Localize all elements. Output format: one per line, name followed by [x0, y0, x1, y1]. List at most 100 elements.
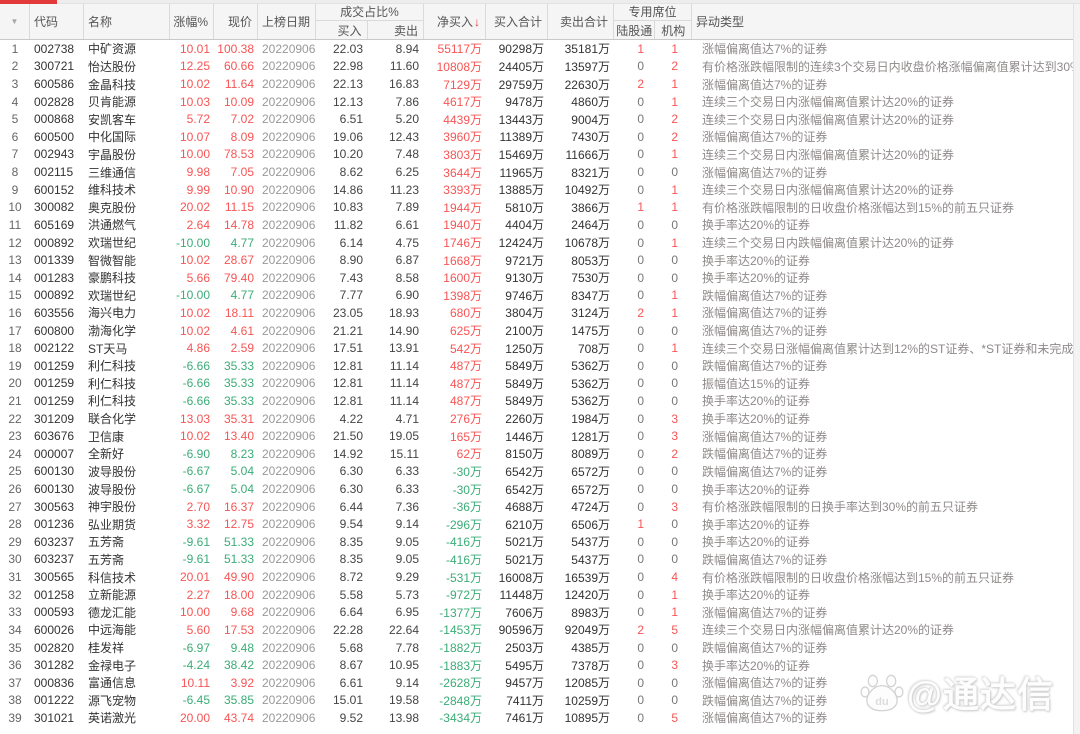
table-row[interactable]: 14 001283 豪鹏科技 5.66 79.40 20220906 7.43 …: [0, 269, 1073, 287]
list-date: 20220906: [262, 552, 316, 567]
table-row[interactable]: 33 000593 德龙汇能 10.00 9.68 20220906 6.64 …: [0, 604, 1073, 622]
table-row[interactable]: 26 600130 波导股份 -6.67 5.04 20220906 6.30 …: [0, 480, 1073, 498]
column-header-buy[interactable]: 买入: [316, 21, 368, 39]
sell-total-amount: 9004万: [571, 112, 610, 127]
table-row[interactable]: 9 600152 维科技术 9.99 10.90 20220906 14.86 …: [0, 181, 1073, 199]
filter-caret-icon[interactable]: ▼: [10, 17, 19, 26]
buy-ratio: 10.20: [332, 147, 363, 162]
row-number: 24: [8, 446, 22, 461]
column-header-change[interactable]: 涨幅%: [170, 4, 214, 39]
change-percent: -6.66: [182, 393, 210, 408]
sell-ratio: 11.14: [389, 358, 419, 373]
table-row[interactable]: 29 603237 五芳斋 -9.61 51.33 20220906 8.35 …: [0, 533, 1073, 551]
column-header-code[interactable]: 代码: [30, 4, 84, 39]
column-header-net-buy[interactable]: 净买入 ↓: [424, 4, 486, 39]
stock-code: 001259: [34, 393, 75, 408]
table-row[interactable]: 21 001259 利仁科技 -6.66 35.33 20220906 12.8…: [0, 392, 1073, 410]
table-row[interactable]: 15 000892 欢瑞世纪 -10.00 4.77 20220906 7.77…: [0, 287, 1073, 305]
sell-ratio: 10.95: [388, 658, 419, 673]
table-row[interactable]: 4 002828 贝肯能源 10.03 10.09 20220906 12.13…: [0, 93, 1073, 111]
column-header-price[interactable]: 现价: [214, 4, 258, 39]
move-type-text: 连续三个交易日涨幅偏离值累计达到12%的ST证券、*ST证券和未完成股改: [702, 341, 1073, 356]
table-row[interactable]: 24 000007 全新好 -6.90 8.23 20220906 14.92 …: [0, 445, 1073, 463]
list-date: 20220906: [262, 41, 316, 56]
vertical-scrollbar[interactable]: [1073, 4, 1080, 734]
column-header-lgt[interactable]: 陆股通: [614, 21, 656, 39]
column-header-date[interactable]: 上榜日期: [258, 4, 316, 39]
institution-seat-count: 1: [671, 235, 678, 250]
table-row[interactable]: 30 603237 五芳斋 -9.61 51.33 20220906 8.35 …: [0, 551, 1073, 569]
table-row[interactable]: 38 001222 源飞宠物 -6.45 35.85 20220906 15.0…: [0, 692, 1073, 710]
change-percent: -6.45: [182, 693, 210, 708]
table-row[interactable]: 6 600500 中化国际 10.07 8.09 20220906 19.06 …: [0, 128, 1073, 146]
table-row[interactable]: 11 605169 洪通燃气 2.64 14.78 20220906 11.82…: [0, 216, 1073, 234]
table-row[interactable]: 32 001258 立新能源 2.27 18.00 20220906 5.58 …: [0, 586, 1073, 604]
buy-ratio: 8.90: [339, 253, 363, 268]
table-row[interactable]: 35 002820 桂发祥 -6.97 9.48 20220906 5.68 7…: [0, 639, 1073, 657]
stock-code: 301021: [34, 710, 75, 725]
table-row[interactable]: 1 002738 中矿资源 10.01 100.38 20220906 22.0…: [0, 40, 1073, 58]
move-type-text: 涨幅偏离值达7%的证券: [702, 324, 828, 339]
buy-total-amount: 6210万: [505, 517, 544, 532]
table-row[interactable]: 27 300563 神宇股份 2.70 16.37 20220906 6.44 …: [0, 498, 1073, 516]
table-row[interactable]: 34 600026 中远海能 5.60 17.53 20220906 22.28…: [0, 621, 1073, 639]
list-date: 20220906: [262, 605, 316, 620]
table-row[interactable]: 39 301021 英诺激光 20.00 43.74 20220906 9.52…: [0, 709, 1073, 727]
move-type-text: 涨幅偏离值达7%的证券: [702, 77, 828, 92]
table-row[interactable]: 36 301282 金禄电子 -4.24 38.42 20220906 8.67…: [0, 656, 1073, 674]
row-number: 17: [8, 323, 22, 338]
move-type-text: 换手率达20%的证券: [702, 218, 811, 233]
sell-total-amount: 6506万: [571, 517, 610, 532]
table-row[interactable]: 17 600800 渤海化学 10.02 4.61 20220906 21.21…: [0, 322, 1073, 340]
move-type-text: 涨幅偏离值达7%的证券: [702, 429, 828, 444]
table-row[interactable]: 18 002122 ST天马 4.86 2.59 20220906 17.51 …: [0, 339, 1073, 357]
stock-code: 001339: [34, 253, 75, 268]
table-row[interactable]: 20 001259 利仁科技 -6.66 35.33 20220906 12.8…: [0, 375, 1073, 393]
sell-total-amount: 5362万: [571, 359, 610, 374]
table-row[interactable]: 13 001339 智微智能 10.02 28.67 20220906 8.90…: [0, 251, 1073, 269]
column-header-sell-total[interactable]: 卖出合计: [548, 4, 614, 39]
column-header-move-type[interactable]: 异动类型: [696, 15, 745, 29]
table-row[interactable]: 12 000892 欢瑞世纪 -10.00 4.77 20220906 6.14…: [0, 234, 1073, 252]
row-number: 10: [8, 200, 22, 215]
column-header-sell[interactable]: 卖出: [393, 23, 418, 38]
table-row[interactable]: 16 603556 海兴电力 10.02 18.11 20220906 23.0…: [0, 304, 1073, 322]
table-row[interactable]: 28 001236 弘业期货 3.32 12.75 20220906 9.54 …: [0, 515, 1073, 533]
lgt-seat-count: 0: [637, 640, 644, 655]
stock-code: 000868: [34, 112, 75, 127]
sell-total-amount: 7530万: [571, 271, 610, 286]
column-header-special-seats[interactable]: 专用席位: [614, 4, 691, 21]
table-row[interactable]: 37 000836 富通信息 10.11 3.92 20220906 6.61 …: [0, 674, 1073, 692]
table-row[interactable]: 2 300721 怡达股份 12.25 60.66 20220906 22.98…: [0, 58, 1073, 76]
table-row[interactable]: 5 000868 安凯客车 5.72 7.02 20220906 6.51 5.…: [0, 110, 1073, 128]
table-row[interactable]: 22 301209 联合化学 13.03 35.31 20220906 4.22…: [0, 410, 1073, 428]
move-type-text: 有价格涨跌幅限制的日收盘价格涨幅达到15%的前五只证券: [702, 200, 1015, 215]
column-header-buy-total[interactable]: 买入合计: [486, 4, 548, 39]
institution-seat-count: 0: [671, 693, 678, 708]
row-number-column-header[interactable]: ▼: [0, 4, 30, 39]
institution-seat-count: 5: [671, 622, 678, 637]
current-price: 9.48: [230, 640, 254, 655]
stock-name: 欢瑞世纪: [88, 288, 137, 303]
lgt-seat-count: 0: [637, 693, 644, 708]
buy-ratio: 14.92: [332, 446, 363, 461]
current-price: 18.11: [224, 305, 254, 320]
table-row[interactable]: 19 001259 利仁科技 -6.66 35.33 20220906 12.8…: [0, 357, 1073, 375]
column-header-name[interactable]: 名称: [84, 4, 170, 39]
table-row[interactable]: 10 300082 奥克股份 20.02 11.15 20220906 10.8…: [0, 198, 1073, 216]
list-date: 20220906: [262, 200, 316, 215]
column-header-institution[interactable]: 机构: [661, 23, 686, 38]
sell-total-amount: 5362万: [571, 376, 610, 391]
institution-seat-count: 1: [671, 587, 678, 602]
table-row[interactable]: 3 600586 金晶科技 10.02 11.64 20220906 22.13…: [0, 75, 1073, 93]
list-date: 20220906: [262, 94, 316, 109]
change-percent: 10.02: [179, 429, 210, 444]
active-tab-marker[interactable]: [0, 0, 57, 4]
sell-ratio: 11.14: [389, 376, 419, 391]
table-row[interactable]: 7 002943 宇晶股份 10.00 78.53 20220906 10.20…: [0, 146, 1073, 164]
table-row[interactable]: 8 002115 三维通信 9.98 7.05 20220906 8.62 6.…: [0, 163, 1073, 181]
table-row[interactable]: 25 600130 波导股份 -6.67 5.04 20220906 6.30 …: [0, 463, 1073, 481]
column-header-volume-ratio[interactable]: 成交占比%: [316, 4, 423, 21]
table-row[interactable]: 23 603676 卫信康 10.02 13.40 20220906 21.50…: [0, 427, 1073, 445]
table-row[interactable]: 31 300565 科信技术 20.01 49.90 20220906 8.72…: [0, 568, 1073, 586]
